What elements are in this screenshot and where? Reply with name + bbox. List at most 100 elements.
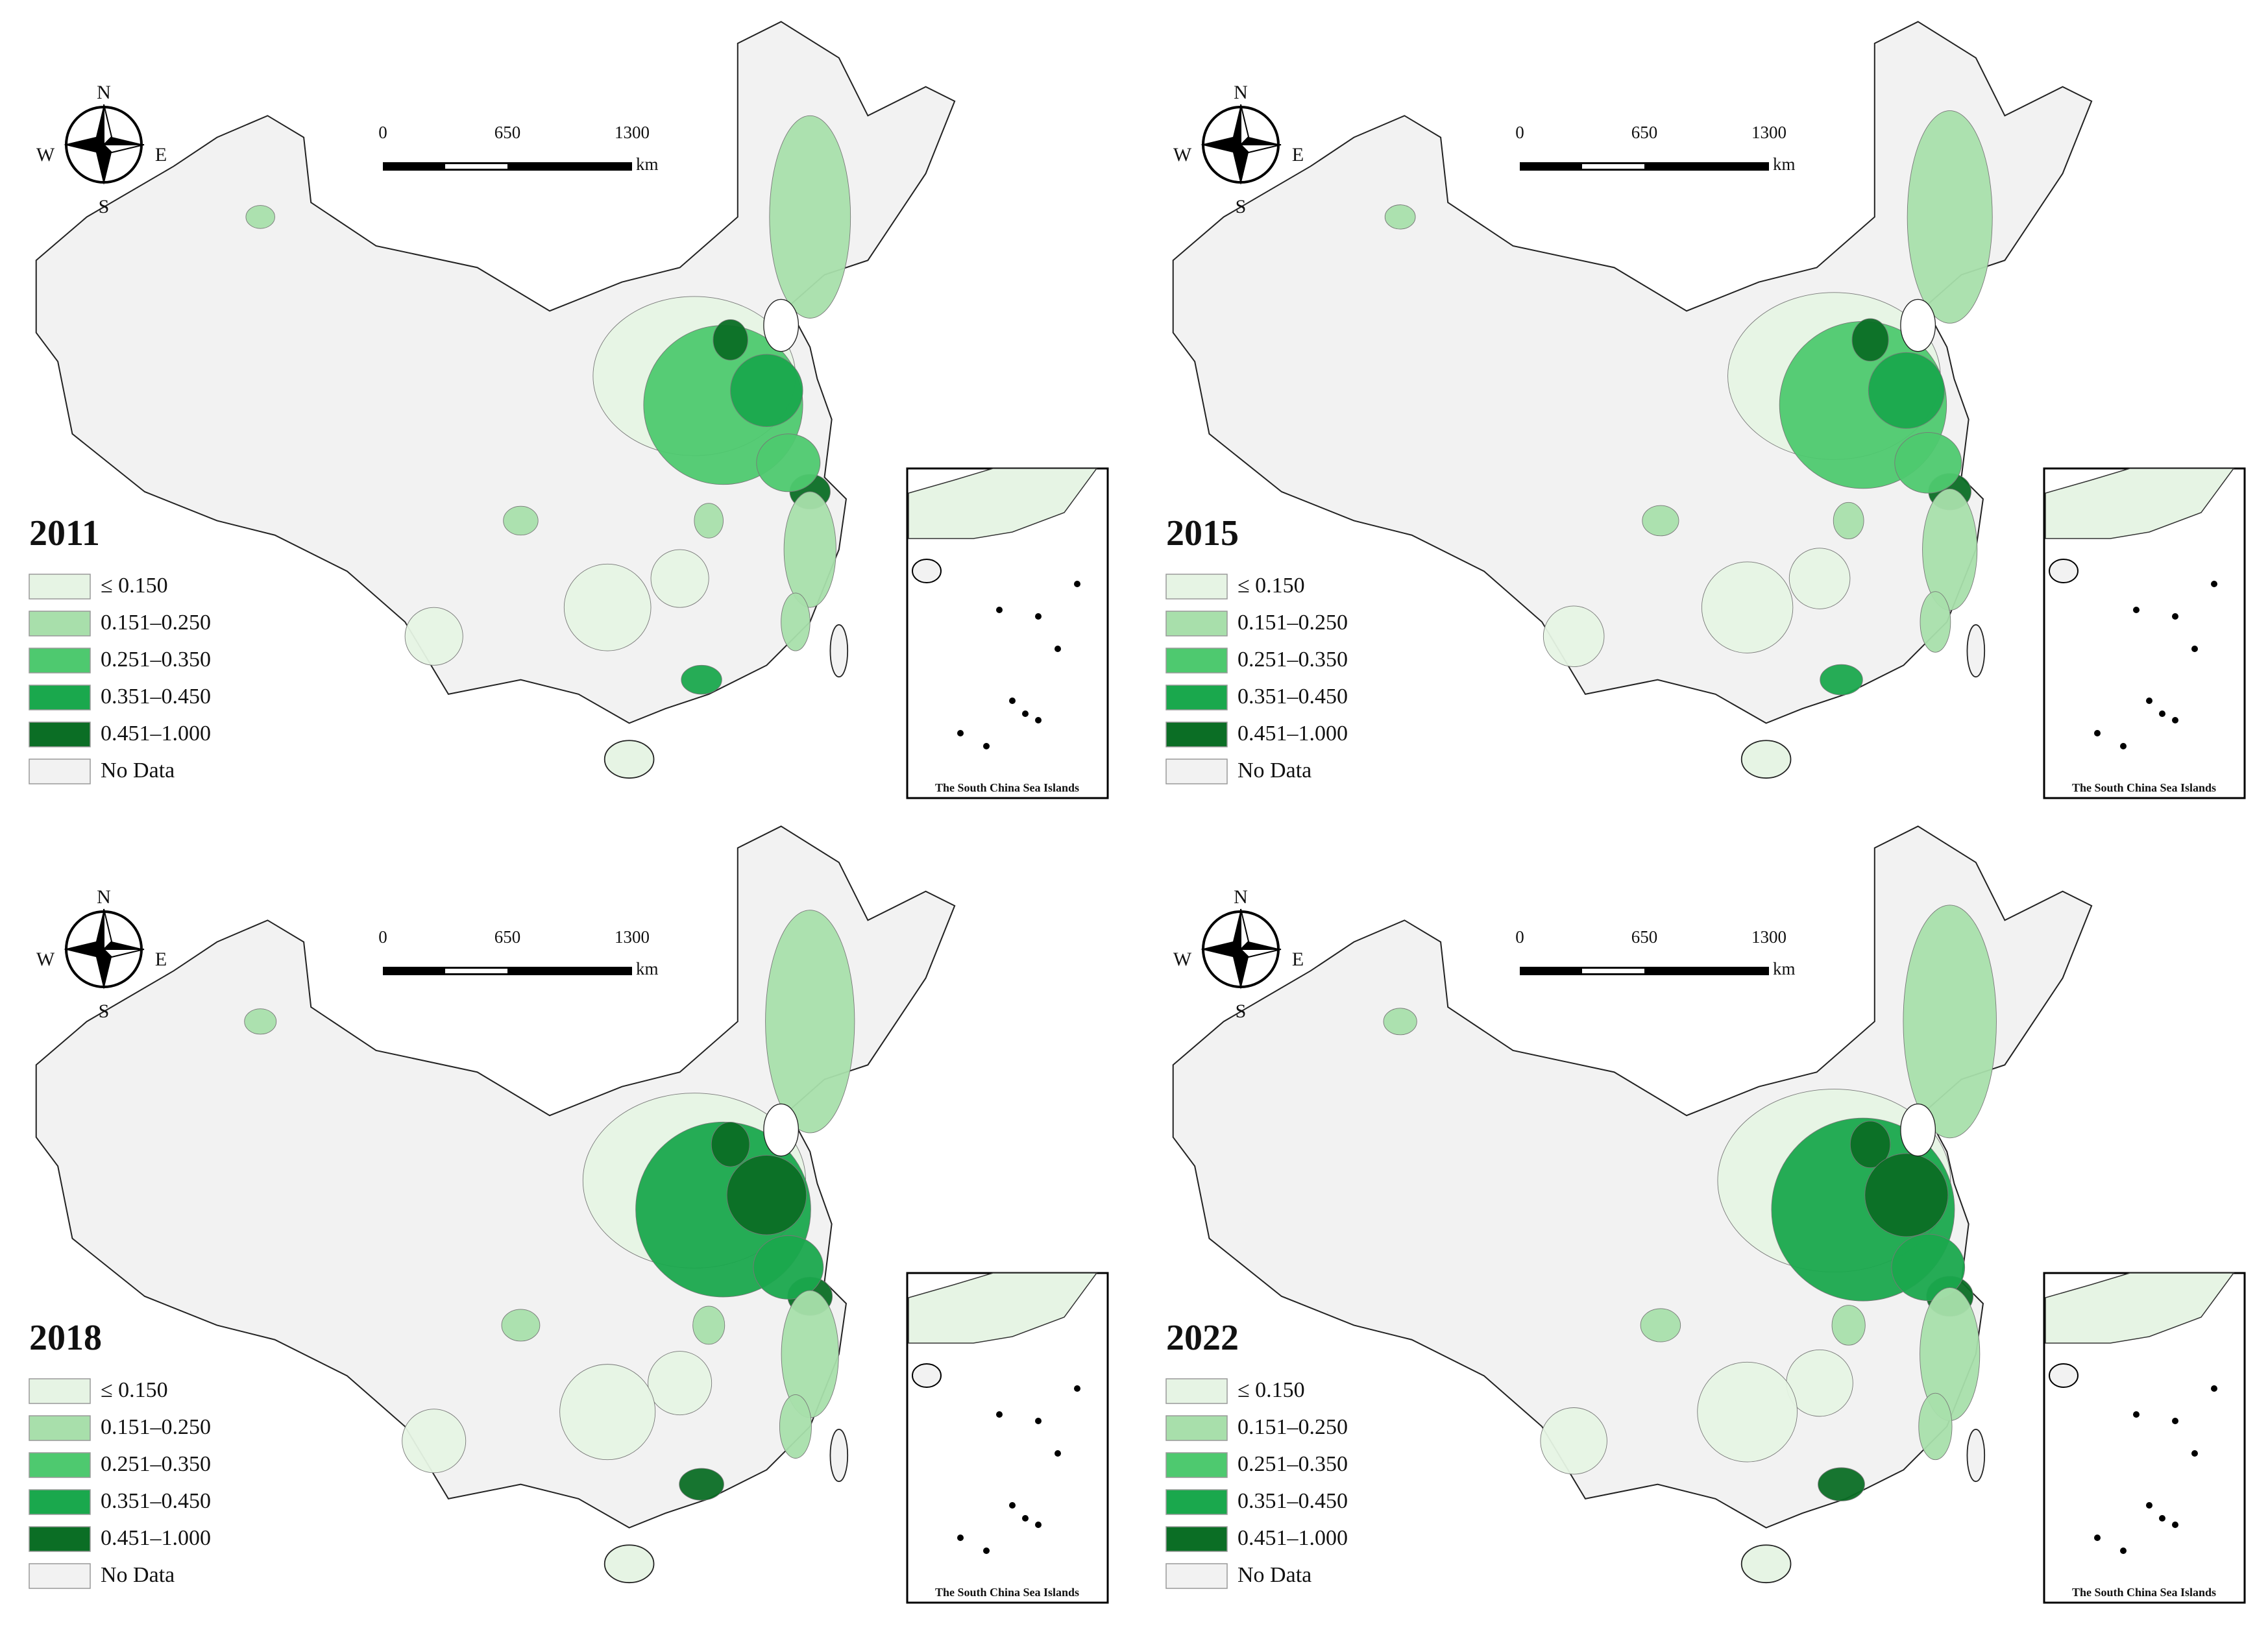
province-region [1907, 110, 1993, 324]
province-region [1383, 1008, 1417, 1036]
province-region [1920, 591, 1951, 653]
province-region [402, 1409, 467, 1474]
province-region [404, 607, 463, 666]
inset-hainan [2049, 1363, 2079, 1388]
province-region [1868, 352, 1945, 429]
province-region [244, 1008, 277, 1035]
province-region [245, 205, 275, 229]
legend-swatch [1165, 1526, 1228, 1552]
china-map [1172, 21, 2093, 779]
inset-hainan [2049, 559, 2079, 583]
inset-island [2172, 1418, 2178, 1424]
province-region [501, 1309, 541, 1342]
legend-swatch [29, 1526, 91, 1552]
province-region [679, 1468, 724, 1501]
legend-swatch [29, 1452, 91, 1478]
legend-label: ≤ 0.150 [101, 1378, 168, 1402]
inset-island [2159, 1515, 2165, 1522]
inset-island [996, 1411, 1003, 1418]
legend-label: No Data [1238, 1563, 1311, 1587]
inset-island [983, 743, 990, 749]
legend-swatch [1165, 1563, 1228, 1589]
compass-north: N [1234, 82, 1248, 103]
province-region [692, 1305, 726, 1345]
compass-west: W [36, 144, 55, 165]
scale-label: 0 [378, 123, 387, 142]
legend-label: 0.151–0.250 [1238, 1415, 1348, 1439]
province-region [726, 1155, 807, 1235]
bohai-sea [1900, 298, 1936, 352]
inset-coast [908, 1272, 1098, 1344]
country-outline [1172, 21, 2093, 724]
hainan [1740, 1544, 1792, 1584]
compass-west: W [36, 949, 55, 970]
inset-island [2094, 730, 2101, 736]
province-region [1818, 1467, 1865, 1501]
compass-east: E [1292, 144, 1304, 165]
scale-label: 650 [494, 927, 521, 947]
legend-label: 0.451–1.000 [101, 1526, 211, 1550]
legend-label: 0.251–0.350 [1238, 1452, 1348, 1476]
hainan [604, 1544, 655, 1584]
inset-island [1035, 1522, 1042, 1528]
province-region [753, 1235, 824, 1300]
legend-swatch [29, 722, 91, 747]
inset-island [2172, 717, 2178, 723]
inset-island [1009, 698, 1016, 704]
country-outline [35, 825, 956, 1529]
inset-island [2120, 1547, 2127, 1554]
compass-east: E [155, 144, 167, 165]
legend-label: ≤ 0.150 [1238, 574, 1305, 598]
legend-label: 0.351–0.450 [1238, 685, 1348, 709]
scale-label: 1300 [1751, 927, 1786, 947]
compass-south: S [1236, 1001, 1247, 1022]
inset-island [1035, 1418, 1042, 1424]
compass-west: W [1173, 949, 1192, 970]
inset-island [996, 607, 1003, 613]
province-region [559, 1364, 656, 1461]
inset-island [2172, 613, 2178, 620]
province-region [1903, 904, 1997, 1139]
legend-label: 0.251–0.350 [101, 648, 211, 672]
legend-swatch [29, 1378, 91, 1404]
country-outline [35, 21, 956, 724]
bohai-sea [763, 1103, 799, 1157]
province-region [711, 1122, 750, 1167]
inset-island [2120, 743, 2127, 749]
inset-island [1055, 1450, 1061, 1457]
inset-island [1074, 1385, 1080, 1392]
inset-coast [2045, 1272, 2235, 1344]
province-region [765, 910, 855, 1134]
legend-label: 0.451–1.000 [1238, 1526, 1348, 1550]
province-region [1831, 1305, 1866, 1346]
compass-east: E [1292, 949, 1304, 970]
inset-island [2191, 646, 2198, 652]
compass-south: S [99, 1001, 110, 1022]
inset-coast [2045, 468, 2235, 539]
legend-swatch [1165, 758, 1228, 784]
inset-island [2133, 607, 2140, 613]
scale-label: 650 [1631, 123, 1658, 142]
legend-label: ≤ 0.150 [1238, 1378, 1305, 1402]
legend-swatch [1165, 722, 1228, 747]
legend-label: 0.251–0.350 [1238, 648, 1348, 672]
scale-bar-white [1582, 164, 1644, 169]
china-map [1172, 825, 2093, 1584]
inset-island [1055, 646, 1061, 652]
bohai-sea [1900, 1103, 1936, 1157]
legend-swatch [1165, 648, 1228, 673]
taiwan [1966, 1429, 1986, 1483]
scale-label: 650 [1631, 927, 1658, 947]
scale-label: 650 [494, 123, 521, 142]
map-panel: N S W E 0 650 1300 km 2015 ≤ 0.150 0.151–0.250 0.25… [1165, 21, 2246, 799]
province-region [1891, 1233, 1966, 1301]
legend-swatch [1165, 1489, 1228, 1515]
scale-label: 1300 [1751, 123, 1786, 142]
china-map [35, 825, 956, 1584]
province-region [713, 319, 748, 361]
legend-label: No Data [101, 758, 175, 783]
taiwan [1966, 624, 1986, 678]
map-panel: N S W E 0 650 1300 km 2018 ≤ 0.150 0.151–0.250 0.25… [29, 825, 1109, 1604]
province-region [1542, 605, 1605, 668]
compass-star-inner [102, 908, 145, 958]
